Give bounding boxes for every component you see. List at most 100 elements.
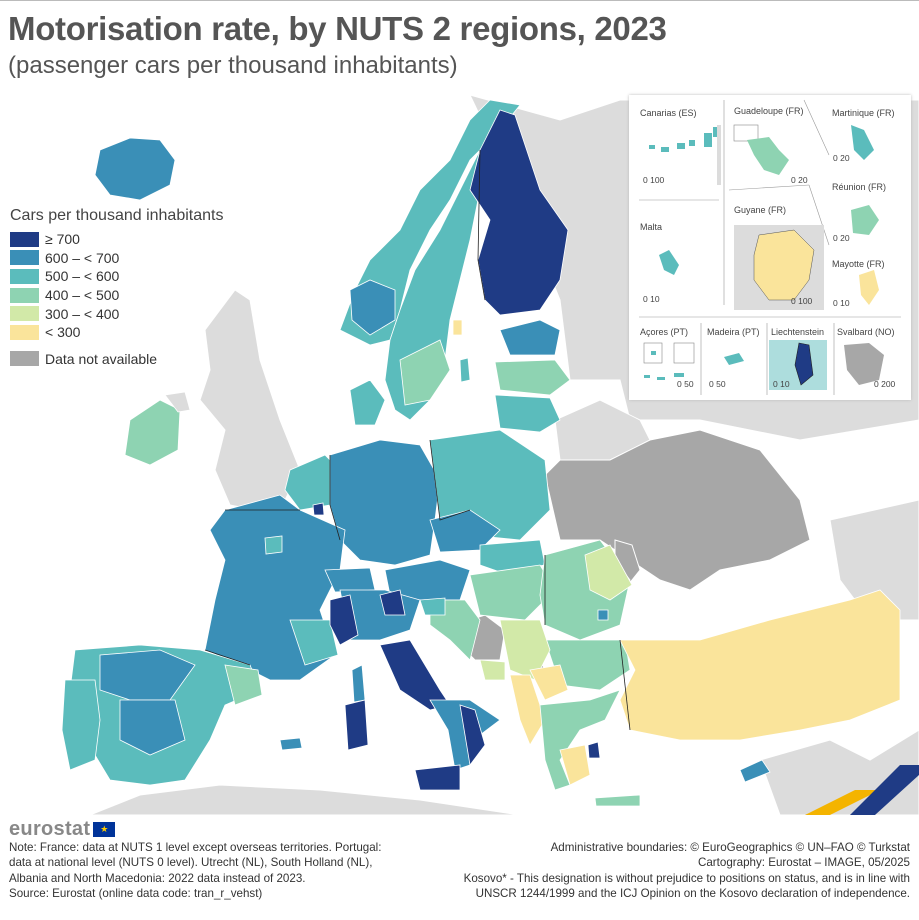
scale-bar: 0 20 <box>833 233 850 243</box>
region-ile-de-france <box>264 535 283 555</box>
region-portugal <box>61 679 101 771</box>
footnote: Note: France: data at NUTS 1 level excep… <box>9 840 429 901</box>
footnote-line: Note: France: data at NUTS 1 level excep… <box>9 841 382 854</box>
malta-shape <box>659 250 679 275</box>
region-norway-west <box>349 279 396 336</box>
region-bratislava <box>597 609 609 621</box>
region-greece <box>539 689 621 791</box>
map-subtitle: (passenger cars per thousand inhabitants… <box>8 52 458 79</box>
region-switzerland <box>324 567 376 593</box>
madeira-shape <box>724 353 744 365</box>
legend-swatch <box>10 268 39 284</box>
legend-swatch <box>10 351 39 367</box>
eu-flag-icon: ★ <box>93 822 116 837</box>
scale-bar: 0 50 <box>709 379 726 389</box>
guadeloupe-shape <box>747 137 789 175</box>
region-luxembourg <box>312 502 325 516</box>
region-sweden <box>384 149 496 421</box>
inset-label: Liechtenstein <box>771 327 825 337</box>
inset-label: Mayotte (FR) <box>832 259 885 269</box>
region-czechia <box>429 509 501 553</box>
region-serbia <box>499 619 551 681</box>
legend-item-no-data: Data not available <box>10 350 223 369</box>
inset-label: Canarias (ES) <box>640 108 697 118</box>
legend-item: 400 – < 500 <box>10 286 223 305</box>
inset-label: Malta <box>640 222 663 232</box>
source-line: Source: Eurostat (online data code: tran… <box>9 886 263 900</box>
svalbard-shape <box>844 343 884 385</box>
region-lithuania <box>494 394 561 433</box>
region-albania <box>509 674 546 746</box>
inset-label: Svalbard (NO) <box>837 327 895 337</box>
inset-label: Réunion (FR) <box>832 182 887 192</box>
region-iceland <box>94 137 176 201</box>
scale-bar: 0 20 <box>833 153 850 163</box>
region-sicily <box>414 764 461 791</box>
legend-label: < 300 <box>45 324 81 341</box>
legend-label: 600 – < 700 <box>45 249 120 266</box>
scale-bar: 0 200 <box>874 379 896 389</box>
scale-bar: 0 100 <box>791 296 813 306</box>
inset-label: Açores (PT) <box>640 327 689 337</box>
scale-bar: 0 10 <box>773 379 790 389</box>
region-denmark <box>349 379 386 426</box>
credit-line: UNSCR 1244/1999 and the ICJ Opinion on t… <box>475 886 910 900</box>
region-catalonia <box>224 664 263 706</box>
region-greece-south <box>559 744 591 786</box>
region-aland <box>452 319 463 336</box>
legend-item: ≥ 700 <box>10 230 223 249</box>
region-estonia <box>499 319 561 356</box>
region-italy-centre <box>379 639 451 711</box>
legend-swatch <box>10 287 39 303</box>
credit-line: Kosovo* - This designation is without pr… <box>463 871 910 885</box>
legend-title: Cars per thousand inhabitants <box>10 207 224 224</box>
scale-bar: 0 50 <box>677 379 694 389</box>
credit-line: Administrative boundaries: © EuroGeograp… <box>550 841 910 854</box>
legend-label: 300 – < 400 <box>45 305 120 322</box>
region-calabria <box>459 704 486 766</box>
credit-line: Cartography: Eurostat – IMAGE, 05/2025 <box>697 856 910 870</box>
region-romania-east <box>584 544 633 601</box>
region-montenegro <box>479 659 506 681</box>
region-baleares <box>279 737 303 751</box>
region-cyprus <box>739 759 771 783</box>
legend-swatch <box>10 306 39 322</box>
region-sweden-south <box>399 339 451 406</box>
region-ireland <box>124 399 181 466</box>
reunion-shape <box>851 205 879 235</box>
region-germany <box>329 439 441 566</box>
inset-label: Martinique (FR) <box>832 108 895 118</box>
map-title: Motorisation rate, by NUTS 2 regions, 20… <box>8 10 667 47</box>
region-piedmont <box>329 594 359 646</box>
legend-label: 500 – < 600 <box>45 268 120 285</box>
region-attica <box>587 741 601 759</box>
legend-item: < 300 <box>10 323 223 342</box>
scale-bar: 0 20 <box>791 175 808 185</box>
inset-label: Guyane (FR) <box>734 205 787 215</box>
legend-swatch <box>10 324 39 340</box>
region-turkey <box>619 589 901 741</box>
legend-label: Data not available <box>45 350 158 367</box>
region-finland <box>469 109 569 316</box>
inset-panel: Canarias (ES) Guadeloupe (FR) Martinique… <box>629 95 911 400</box>
martinique-shape <box>851 125 874 160</box>
eurostat-logo: eurostat ★ <box>9 818 116 841</box>
credits: Administrative boundaries: © EuroGeograp… <box>430 840 910 901</box>
canarias-islands <box>649 127 719 152</box>
region-spain-centre <box>119 699 186 756</box>
top-rule <box>0 0 919 1</box>
europe-map <box>61 94 919 815</box>
legend-label: 400 – < 500 <box>45 287 120 304</box>
region-gotland <box>459 357 471 383</box>
scale-bar: 0 10 <box>643 294 660 304</box>
region-trentino <box>379 589 406 616</box>
legend: Cars per thousand inhabitants ≥ 700 600 … <box>10 207 223 368</box>
region-hungary <box>469 564 556 621</box>
footnote-line: data at national level (NUTS 0 level). U… <box>9 856 373 870</box>
regions <box>61 99 901 807</box>
inset-shapes <box>639 99 901 395</box>
mayotte-shape <box>859 270 879 305</box>
legend-label: ≥ 700 <box>45 231 80 248</box>
scale-bar: 0 10 <box>833 298 850 308</box>
legend-item: 500 – < 600 <box>10 267 223 286</box>
